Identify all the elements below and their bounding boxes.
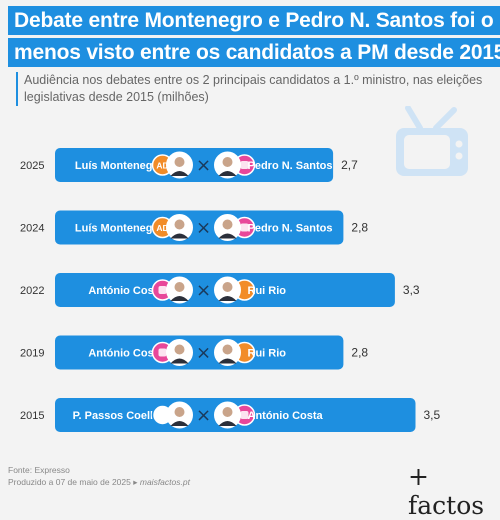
versus-icon: × [196, 218, 211, 239]
candidate-left-name: António Costa [88, 348, 164, 360]
fist-icon [240, 223, 249, 232]
portrait-suit [218, 421, 237, 426]
portrait-head [174, 157, 185, 167]
value-label: 2,8 [351, 346, 368, 360]
title-line-1: Debate entre Montenegro e Pedro N. Santo… [8, 6, 500, 35]
portrait-head [174, 219, 185, 230]
portrait-suit [170, 421, 189, 426]
candidate-right-name: Pedro N. Santos [248, 160, 333, 172]
produced-text: Produzido a 07 de maio de 2025 ▸ [8, 477, 138, 487]
portrait-head [174, 282, 185, 292]
fist-icon [240, 411, 249, 419]
portrait-head [222, 157, 233, 167]
portrait-suit [170, 358, 189, 364]
portrait-suit [170, 233, 189, 239]
candidate-right-name: Pedro N. Santos [248, 223, 333, 235]
year-label: 2019 [20, 348, 44, 360]
title-block: Debate entre Montenegro e Pedro N. Santo… [8, 6, 500, 70]
year-label: 2022 [20, 285, 44, 297]
value-label: 3,5 [424, 408, 441, 422]
title-line-2: menos visto entre os candidatos a PM des… [8, 38, 500, 67]
portrait-head [174, 407, 185, 417]
value-label: 2,8 [351, 221, 368, 235]
party-badge-label: AD [156, 161, 168, 171]
bar [55, 335, 344, 370]
portrait-head [222, 219, 233, 230]
candidate-right-name: Rui Rio [248, 285, 287, 297]
subtitle: Audiência nos debates entre os 2 princip… [16, 72, 484, 106]
portrait-suit [218, 171, 237, 176]
candidate-left-name: P. Passos Coelho [73, 410, 164, 422]
site-link[interactable]: maisfactos.pt [139, 477, 190, 487]
source-text: Fonte: Expresso [8, 465, 70, 475]
versus-icon: × [196, 343, 211, 364]
fist-icon [158, 286, 167, 294]
candidate-right-name: António Costa [248, 410, 324, 422]
portrait-head [222, 344, 233, 355]
year-label: 2015 [20, 410, 44, 422]
versus-icon: × [196, 155, 211, 176]
fist-icon [158, 348, 167, 357]
candidate-left-name: Luís Montenegro [75, 160, 164, 172]
portrait-suit [170, 171, 189, 176]
tv-icon [396, 106, 468, 176]
party-badge-label: AD [156, 223, 168, 233]
candidate-right-name: Rui Rio [248, 348, 287, 360]
footer: Fonte: Expresso Produzido a 07 de maio d… [8, 464, 190, 488]
year-label: 2024 [20, 223, 44, 235]
portrait-suit [218, 233, 237, 239]
value-label: 3,3 [403, 283, 420, 297]
portrait-suit [218, 296, 237, 301]
portrait-suit [170, 296, 189, 301]
value-label: 2,7 [341, 158, 358, 172]
portrait-head [222, 407, 233, 417]
bar [55, 210, 344, 245]
portrait-head [222, 282, 233, 292]
fist-icon [240, 161, 249, 169]
portrait-suit [218, 358, 237, 364]
portrait-head [174, 344, 185, 355]
year-label: 2025 [20, 160, 44, 172]
candidate-left-name: António Costa [88, 285, 164, 297]
bar [55, 148, 334, 182]
brand-logo: + factos [408, 462, 485, 520]
versus-icon: × [196, 280, 211, 301]
candidate-left-name: Luís Montenegro [75, 223, 164, 235]
versus-icon: × [196, 405, 211, 426]
